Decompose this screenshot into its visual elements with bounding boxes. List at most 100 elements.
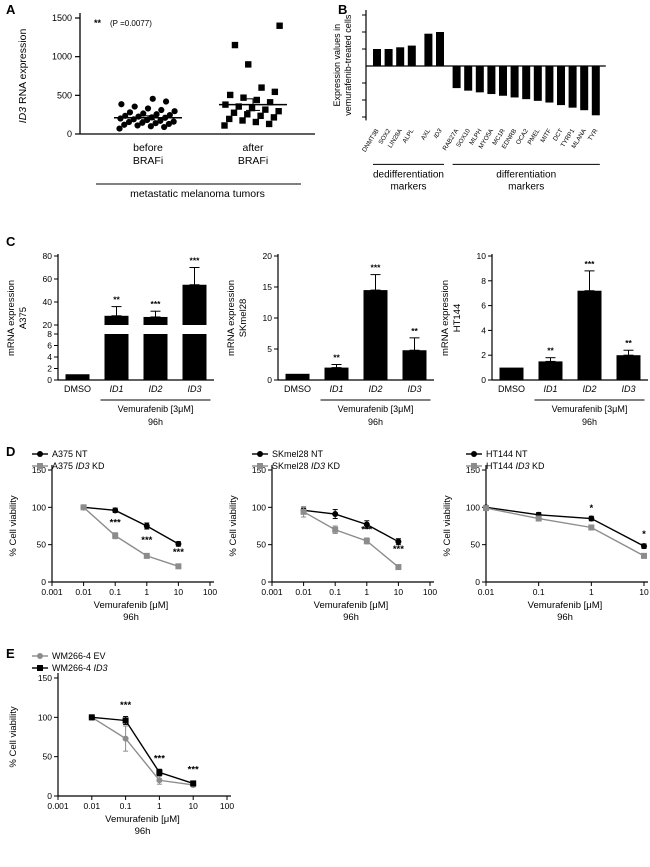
svg-text:0.001: 0.001 bbox=[261, 587, 283, 597]
svg-text:0.001: 0.001 bbox=[47, 801, 69, 811]
svg-text:0: 0 bbox=[67, 129, 72, 139]
svg-text:0.01: 0.01 bbox=[75, 587, 92, 597]
svg-text:PMEL: PMEL bbox=[526, 127, 541, 146]
svg-text:20: 20 bbox=[263, 251, 273, 261]
svg-text:0.1: 0.1 bbox=[120, 801, 132, 811]
svg-text:***: *** bbox=[188, 764, 199, 775]
svg-text:Vemurafenib [μM]: Vemurafenib [μM] bbox=[528, 600, 603, 611]
svg-text:metastatic melanoma tumors: metastatic melanoma tumors bbox=[130, 188, 265, 200]
svg-text:Vemurafenib [3μM]: Vemurafenib [3μM] bbox=[338, 404, 414, 414]
panel-label-d: D bbox=[6, 444, 16, 459]
svg-text:ID2: ID2 bbox=[148, 384, 162, 394]
svg-text:8: 8 bbox=[481, 276, 486, 286]
svg-text:1: 1 bbox=[589, 587, 594, 597]
panel-label-a: A bbox=[6, 2, 16, 17]
svg-text:vemurafenib-treated cells: vemurafenib-treated cells bbox=[343, 14, 353, 116]
svg-text:differentiation: differentiation bbox=[496, 169, 556, 180]
svg-text:**: ** bbox=[547, 346, 554, 356]
svg-text:50: 50 bbox=[43, 752, 53, 762]
svg-text:4: 4 bbox=[47, 352, 52, 362]
svg-text:10: 10 bbox=[639, 587, 649, 597]
svg-text:Vemurafenib [3μM]: Vemurafenib [3μM] bbox=[118, 404, 194, 414]
svg-text:80: 80 bbox=[43, 251, 53, 261]
svg-text:ID2: ID2 bbox=[582, 384, 596, 394]
svg-text:100: 100 bbox=[423, 587, 437, 597]
svg-text:mRNA expression: mRNA expression bbox=[440, 280, 451, 356]
bar-chart-mrna-a375: 02 46 820 40 60 80 mRNA expression A375 DMSO ** ID… bbox=[6, 251, 214, 427]
svg-text:50: 50 bbox=[471, 540, 481, 550]
svg-text:0.1: 0.1 bbox=[329, 587, 341, 597]
svg-text:50: 50 bbox=[37, 540, 47, 550]
svg-text:*: * bbox=[642, 529, 646, 540]
svg-text:6: 6 bbox=[481, 301, 486, 311]
line-chart-viability-wm266-4: 0 50 100 150 0.001 0.01 0.1 1 10 100 % Cell viabil… bbox=[8, 651, 234, 837]
svg-text:WM266-4 EV: WM266-4 EV bbox=[52, 651, 106, 661]
svg-text:ALPL: ALPL bbox=[401, 127, 415, 144]
svg-text:HT144: HT144 bbox=[452, 304, 463, 333]
svg-text:10: 10 bbox=[394, 587, 404, 597]
svg-text:10: 10 bbox=[263, 313, 273, 323]
svg-text:BRAFi: BRAFi bbox=[238, 155, 268, 167]
svg-text:4: 4 bbox=[481, 325, 486, 335]
svg-text:mRNA expression: mRNA expression bbox=[226, 280, 237, 356]
svg-text:DMSO: DMSO bbox=[498, 384, 525, 394]
svg-text:15: 15 bbox=[263, 282, 273, 292]
svg-text:***: *** bbox=[393, 544, 404, 555]
svg-text:96h: 96h bbox=[123, 612, 139, 623]
svg-text:40: 40 bbox=[43, 297, 53, 307]
svg-text:0: 0 bbox=[267, 375, 272, 385]
svg-text:1: 1 bbox=[157, 801, 162, 811]
svg-text:WM266-4 ID3: WM266-4 ID3 bbox=[52, 663, 108, 673]
svg-text:% Cell viability: % Cell viability bbox=[8, 495, 19, 556]
svg-text:10: 10 bbox=[174, 587, 184, 597]
svg-text:A375: A375 bbox=[18, 307, 29, 329]
svg-text:100: 100 bbox=[466, 502, 480, 512]
svg-text:150: 150 bbox=[32, 465, 46, 475]
svg-text:500: 500 bbox=[57, 90, 72, 100]
svg-text:0.01: 0.01 bbox=[84, 801, 101, 811]
svg-text:0: 0 bbox=[41, 577, 46, 587]
svg-text:after: after bbox=[242, 142, 264, 154]
svg-text:Vemurafenib [μM]: Vemurafenib [μM] bbox=[94, 600, 169, 611]
line-chart-viability-ht144: 0 50 100 150 0.01 0.1 1 10 % Cell viability Vemur… bbox=[442, 449, 649, 623]
svg-text:TYR: TYR bbox=[587, 127, 600, 142]
svg-text:0.001: 0.001 bbox=[41, 587, 63, 597]
panel-label-c: C bbox=[6, 234, 16, 249]
svg-text:ID3: ID3 bbox=[621, 384, 635, 394]
svg-text:ID1: ID1 bbox=[109, 384, 123, 394]
svg-text:% Cell viability: % Cell viability bbox=[8, 706, 19, 767]
svg-text:**: ** bbox=[113, 295, 120, 305]
svg-text:**: ** bbox=[411, 326, 418, 336]
svg-text:100: 100 bbox=[38, 712, 52, 722]
svg-text:*: * bbox=[589, 503, 593, 514]
svg-text:150: 150 bbox=[466, 465, 480, 475]
svg-text:Expression values in: Expression values in bbox=[332, 24, 342, 107]
svg-text:0.1: 0.1 bbox=[109, 587, 121, 597]
svg-text:10: 10 bbox=[477, 251, 487, 261]
scatter-plot-id3-rna-expression: 0 500 1000 1500 ID3 RNA expression ** (P =0.00… bbox=[17, 13, 315, 200]
svg-text:150: 150 bbox=[252, 465, 266, 475]
bar-chart-mrna-skmel28: 0 5 10 15 20 mRNA expression SKmel28 DMSO ** ID1 *… bbox=[226, 251, 434, 427]
svg-text:Vemurafenib [μM]: Vemurafenib [μM] bbox=[314, 600, 389, 611]
svg-text:SKmel28 NT: SKmel28 NT bbox=[272, 449, 324, 459]
svg-text:MITF: MITF bbox=[539, 128, 553, 144]
svg-text:SKmel28: SKmel28 bbox=[238, 299, 249, 338]
bar-chart-mrna-ht144: 0 2 4 6 8 10 mRNA expression HT144 DMSO ** ID1 *** I… bbox=[440, 251, 648, 427]
svg-text:markers: markers bbox=[390, 181, 426, 192]
svg-text:1: 1 bbox=[364, 587, 369, 597]
svg-text:**: ** bbox=[94, 18, 102, 28]
svg-text:ID3: ID3 bbox=[433, 127, 444, 139]
svg-text:0.1: 0.1 bbox=[533, 587, 545, 597]
svg-text:0.01: 0.01 bbox=[478, 587, 495, 597]
svg-text:Vemurafenib [μM]: Vemurafenib [μM] bbox=[105, 814, 180, 825]
svg-text:***: *** bbox=[371, 263, 382, 273]
svg-text:8: 8 bbox=[47, 329, 52, 339]
svg-text:DMSO: DMSO bbox=[284, 384, 311, 394]
svg-text:1: 1 bbox=[144, 587, 149, 597]
svg-text:20: 20 bbox=[43, 320, 53, 330]
svg-text:0: 0 bbox=[481, 375, 486, 385]
svg-text:96h: 96h bbox=[557, 612, 573, 623]
svg-text:% Cell viability: % Cell viability bbox=[442, 495, 453, 556]
svg-text:100: 100 bbox=[32, 502, 46, 512]
